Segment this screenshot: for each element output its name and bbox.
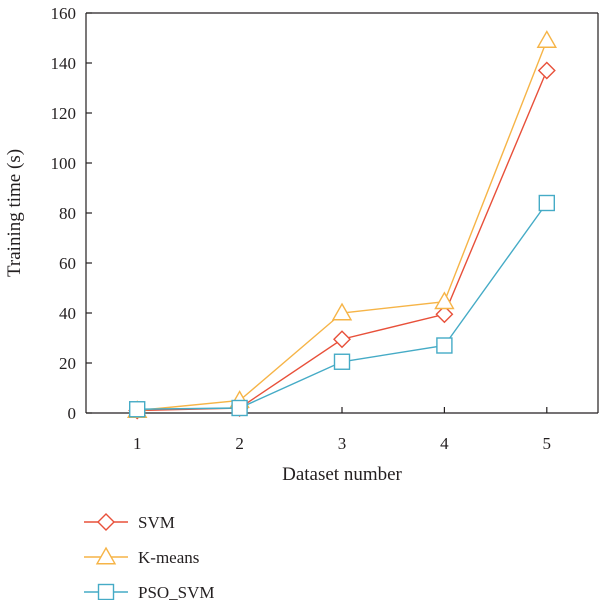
y-tick-label: 120 (51, 104, 77, 123)
y-tick-label: 40 (59, 304, 76, 323)
ticks: 0 20 40 60 80 100 120 140 160 1 2 3 4 5 (51, 4, 552, 453)
y-tick-label: 100 (51, 154, 77, 173)
data-point-triangle (331, 302, 353, 321)
data-point-diamond (537, 61, 556, 80)
data-point-diamond (333, 330, 351, 349)
data-point-triangle (434, 291, 455, 310)
legend-marker-triangle (95, 546, 117, 565)
data-point-square (231, 399, 248, 417)
y-tick-label: 0 (68, 404, 77, 423)
data-point-square (128, 401, 146, 418)
legend-item: SVM (84, 513, 175, 532)
x-tick-label: 5 (543, 434, 552, 453)
series-group (126, 30, 558, 420)
y-tick-label: 60 (59, 254, 76, 273)
legend-marker-square (97, 583, 115, 601)
x-axis-title: Dataset number (282, 464, 402, 485)
legend-item: PSO_SVM (84, 583, 215, 602)
y-axis-title: Training time (s) (4, 149, 25, 277)
data-point-square (538, 194, 555, 212)
x-tick-label: 3 (338, 434, 347, 453)
x-tick-label: 2 (235, 434, 244, 453)
series-pso-svm (128, 194, 555, 418)
y-tick-label: 160 (51, 4, 77, 23)
legend-label: K-means (138, 548, 199, 567)
x-tick-label: 1 (133, 434, 142, 453)
data-point-square (333, 353, 351, 370)
y-tick-label: 80 (59, 204, 76, 223)
y-tick-label: 140 (51, 54, 77, 73)
legend-label: SVM (138, 513, 175, 532)
data-point-square (436, 337, 453, 354)
legend-item: K-means (84, 546, 199, 567)
axes (85, 12, 599, 414)
x-tick-label: 4 (440, 434, 449, 453)
legend-marker-diamond (97, 513, 115, 531)
data-point-triangle (536, 30, 558, 48)
legend: SVM K-means PSO_SVM (84, 513, 215, 602)
y-tick-label: 20 (59, 354, 76, 373)
legend-label: PSO_SVM (138, 583, 215, 600)
data-point-diamond (435, 305, 454, 324)
